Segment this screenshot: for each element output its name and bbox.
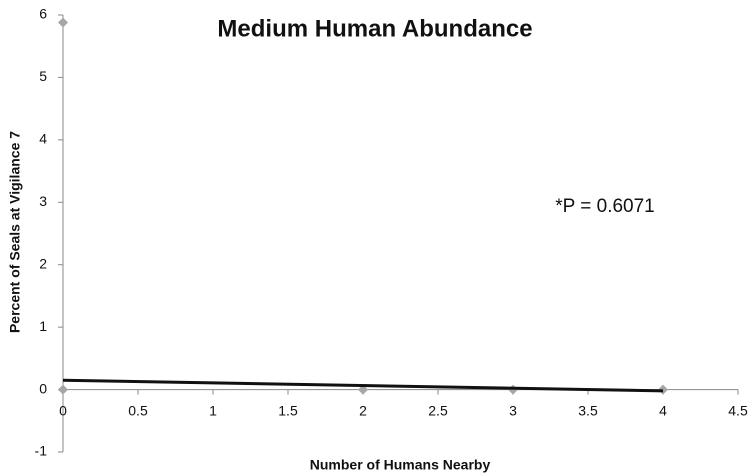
y-tick-label: -1 <box>35 443 48 459</box>
point <box>58 17 68 28</box>
x-tick-label: 3 <box>509 402 517 418</box>
y-tick-label: 0 <box>39 380 47 396</box>
trendline <box>62 378 664 393</box>
y-tick-label: 3 <box>39 193 47 209</box>
x-tick-label: 2.5 <box>428 402 448 418</box>
annotation: *P = 0.6071 <box>555 196 655 217</box>
y-tick-label: 6 <box>39 6 47 22</box>
y-tick-label: 1 <box>39 318 47 334</box>
x-tick-label: 2 <box>359 402 367 418</box>
chart-title: Medium Human Abundance <box>217 15 532 42</box>
x-tick-label: 1 <box>209 402 217 418</box>
y-tick-label: 4 <box>39 131 47 147</box>
x-tick-label: 3.5 <box>578 402 598 418</box>
x-axis-title: Number of Humans Nearby <box>310 457 491 473</box>
x-tick-label: 4.5 <box>728 402 748 418</box>
y-tick-label: 5 <box>39 68 47 84</box>
y-tick-label: 2 <box>39 255 47 271</box>
x-tick-label: 0 <box>59 402 67 418</box>
x-tick-label: 4 <box>659 402 667 418</box>
x-tick-label: 1.5 <box>278 402 298 418</box>
y-axis-title: Percent of Seals at Vigilance 7 <box>7 131 23 333</box>
point <box>358 384 368 395</box>
x-tick-label: 0.5 <box>128 402 148 418</box>
point <box>58 384 68 395</box>
